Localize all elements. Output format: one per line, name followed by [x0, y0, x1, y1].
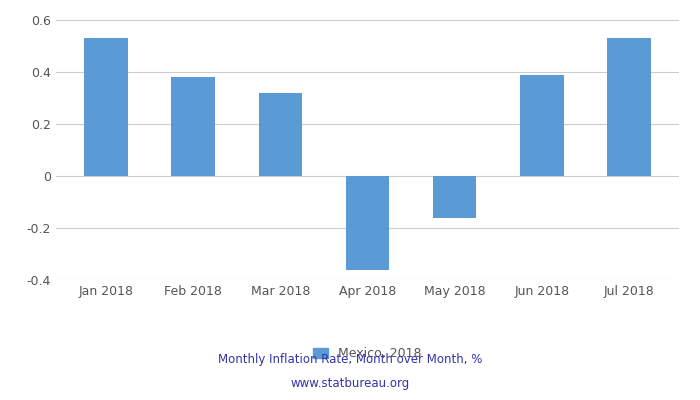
Bar: [172, 77, 215, 176]
Text: www.statbureau.org: www.statbureau.org: [290, 378, 410, 390]
Bar: [84, 38, 128, 176]
Bar: [433, 176, 477, 218]
Bar: [607, 38, 651, 176]
Bar: [520, 74, 564, 176]
Legend: Mexico, 2018: Mexico, 2018: [309, 344, 426, 364]
Bar: [258, 93, 302, 176]
Bar: [346, 176, 389, 270]
Text: Monthly Inflation Rate, Month over Month, %: Monthly Inflation Rate, Month over Month…: [218, 354, 482, 366]
